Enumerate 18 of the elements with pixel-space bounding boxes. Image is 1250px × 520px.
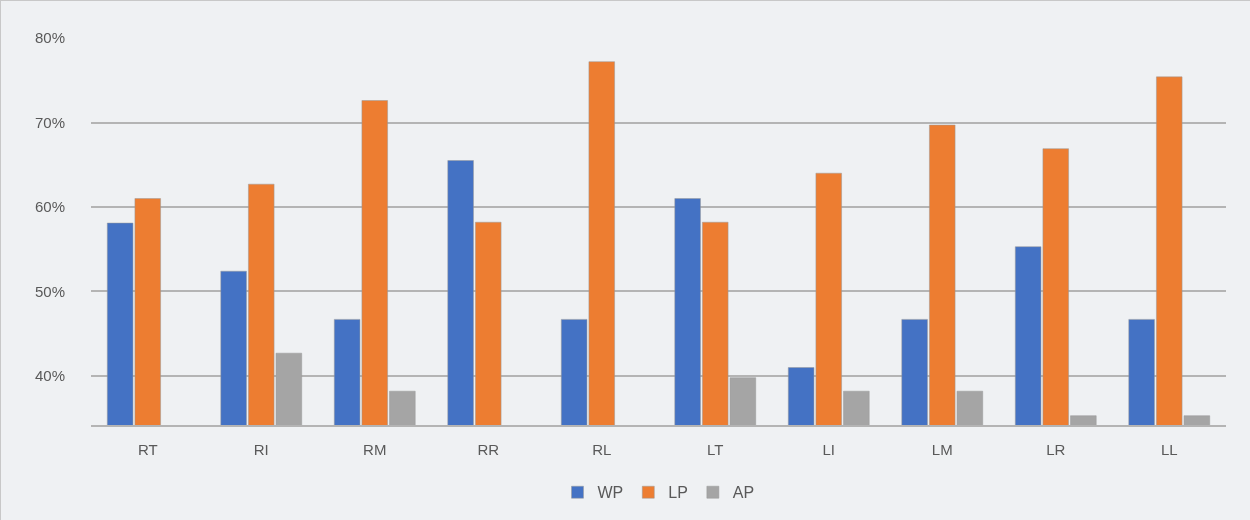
y-tick-label: 80% — [34, 29, 65, 47]
x-tick-label: RI — [253, 441, 269, 458]
x-tick-label: RL — [592, 441, 612, 458]
x-tick-label: RT — [137, 441, 158, 458]
x-tick-label: RR — [477, 441, 500, 458]
x-tick-label: RM — [363, 441, 387, 458]
y-tick-label: 70% — [34, 113, 65, 131]
x-tick-label: LL — [1160, 441, 1178, 458]
x-tick-label: LT — [707, 441, 724, 458]
legend-label: LP — [668, 484, 688, 502]
legend-label: WP — [597, 484, 624, 502]
x-tick-label: LI — [822, 441, 836, 458]
x-tick-label: LR — [1046, 441, 1066, 458]
x-tick-label: LM — [931, 441, 953, 458]
y-tick-label: 60% — [34, 198, 65, 216]
legend-label: AP — [732, 484, 755, 502]
y-tick-label: 40% — [34, 367, 65, 385]
y-tick-label: 50% — [34, 282, 65, 300]
